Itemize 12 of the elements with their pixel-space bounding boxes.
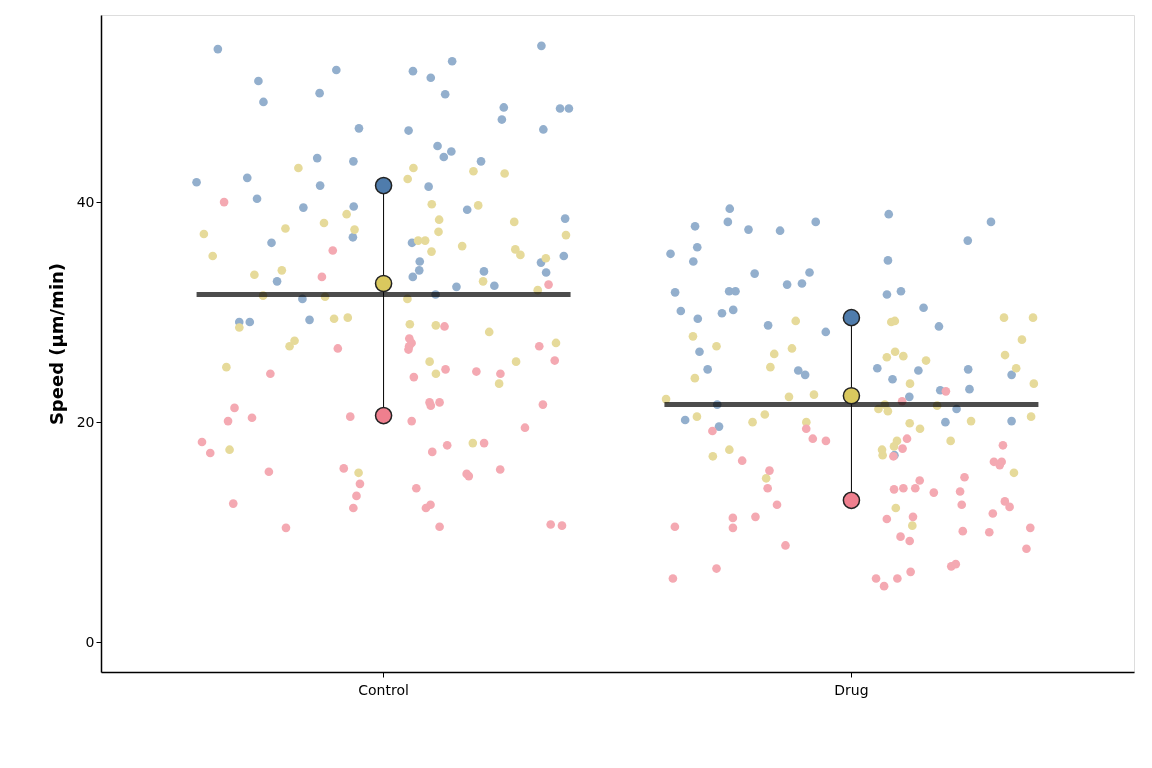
point — [374, 274, 393, 293]
y-tick-label: 0 — [85, 633, 95, 650]
point — [842, 386, 861, 405]
x-tick-label: Control — [358, 681, 409, 698]
point — [842, 308, 861, 327]
point — [374, 406, 393, 425]
y-tick-label: 40 — [76, 193, 95, 210]
x-tick-label: Drug — [834, 681, 869, 698]
point — [842, 491, 861, 510]
y-tick-label: 20 — [76, 413, 95, 430]
point — [374, 176, 393, 195]
y-axis-title: Speed (µm/min) — [45, 262, 67, 426]
